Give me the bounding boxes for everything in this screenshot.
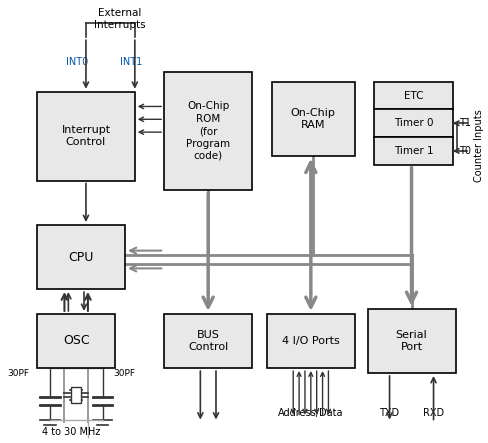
Bar bbox=[267, 314, 355, 368]
Text: On-Chip
ROM
(for
Program
code): On-Chip ROM (for Program code) bbox=[186, 101, 230, 161]
Bar bbox=[374, 109, 452, 137]
Text: Address/Data: Address/Data bbox=[278, 408, 344, 418]
Text: Timer 1: Timer 1 bbox=[394, 146, 433, 156]
Text: Serial
Port: Serial Port bbox=[396, 330, 427, 352]
Text: On-Chip
RAM: On-Chip RAM bbox=[291, 108, 336, 130]
Text: RXD: RXD bbox=[423, 408, 444, 418]
Bar bbox=[367, 309, 455, 373]
Bar bbox=[71, 387, 81, 403]
Text: OSC: OSC bbox=[63, 334, 89, 347]
Bar bbox=[374, 137, 452, 165]
Text: TXD: TXD bbox=[380, 408, 400, 418]
Text: Counter Inputs: Counter Inputs bbox=[474, 109, 484, 183]
Text: INT0: INT0 bbox=[66, 57, 89, 67]
Bar bbox=[374, 82, 452, 109]
Text: BUS
Control: BUS Control bbox=[188, 330, 228, 352]
Text: Interrupt
Control: Interrupt Control bbox=[61, 125, 110, 147]
Text: CPU: CPU bbox=[68, 251, 94, 264]
Text: 30PF: 30PF bbox=[113, 369, 135, 377]
Text: T1: T1 bbox=[459, 118, 471, 128]
Text: INT1: INT1 bbox=[120, 57, 142, 67]
Bar bbox=[164, 314, 252, 368]
Text: Timer 0: Timer 0 bbox=[394, 118, 433, 128]
Bar bbox=[164, 72, 252, 190]
Bar bbox=[272, 82, 355, 156]
Text: 4 to 30 MHz: 4 to 30 MHz bbox=[42, 427, 101, 437]
Text: 4 I/O Ports: 4 I/O Ports bbox=[282, 336, 340, 346]
Text: External
Interrupts: External Interrupts bbox=[94, 8, 146, 30]
Text: ETC: ETC bbox=[404, 91, 423, 101]
Bar bbox=[37, 92, 135, 180]
Bar bbox=[37, 225, 125, 289]
Text: 30PF: 30PF bbox=[7, 369, 29, 377]
Bar bbox=[37, 314, 115, 368]
Text: T0: T0 bbox=[459, 146, 471, 156]
